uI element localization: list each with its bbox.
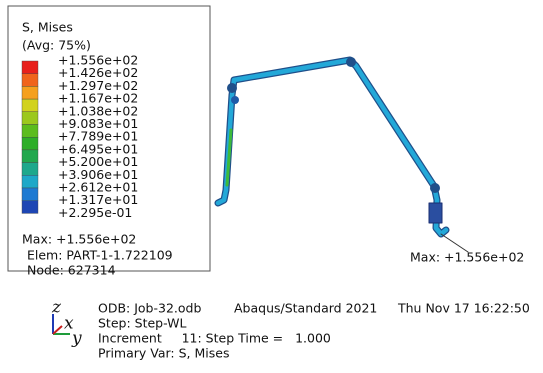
info-date: Thu Nov 17 16:22:50 [397, 301, 530, 316]
legend-label: +2.295e-01 [58, 205, 132, 220]
axis-triad: z x y [51, 298, 82, 349]
info-step: Step: Step-WL [98, 316, 186, 331]
legend-swatch [22, 137, 38, 150]
legend-swatch [22, 150, 38, 163]
legend-swatch [22, 74, 38, 87]
legend-swatch [22, 188, 38, 201]
legend-swatch [22, 86, 38, 99]
max-annotation: Max: +1.556e+02 [410, 250, 524, 265]
info-primary: Primary Var: S, Mises [98, 346, 229, 361]
legend-swatch [22, 61, 38, 74]
legend-swatch [22, 125, 38, 138]
legend-title: S, Mises [22, 20, 73, 35]
legend-swatch [22, 163, 38, 176]
legend-swatch [22, 99, 38, 112]
info-solver: Abaqus/Standard 2021 [234, 301, 377, 316]
info-odb: ODB: Job-32.odb [98, 301, 201, 316]
legend-node: Node: 627314 [27, 263, 116, 278]
viewport: S, Mises (Avg: 75%) +1.556e+02+1.426e+02… [0, 0, 543, 373]
legend-max: Max: +1.556e+02 [22, 232, 136, 247]
triad-z: z [51, 298, 62, 318]
legend-elem: Elem: PART-1-1.722109 [27, 248, 173, 263]
triad-y: y [71, 329, 82, 349]
page: S, Mises (Avg: 75%) +1.556e+02+1.426e+02… [0, 0, 543, 373]
legend-swatch [22, 112, 38, 125]
legend-subtitle: (Avg: 75%) [22, 38, 91, 53]
pipe-model [218, 57, 468, 252]
legend-swatch [22, 201, 38, 214]
legend-swatch [22, 175, 38, 188]
info-increment: Increment 11: Step Time = 1.000 [98, 331, 331, 346]
